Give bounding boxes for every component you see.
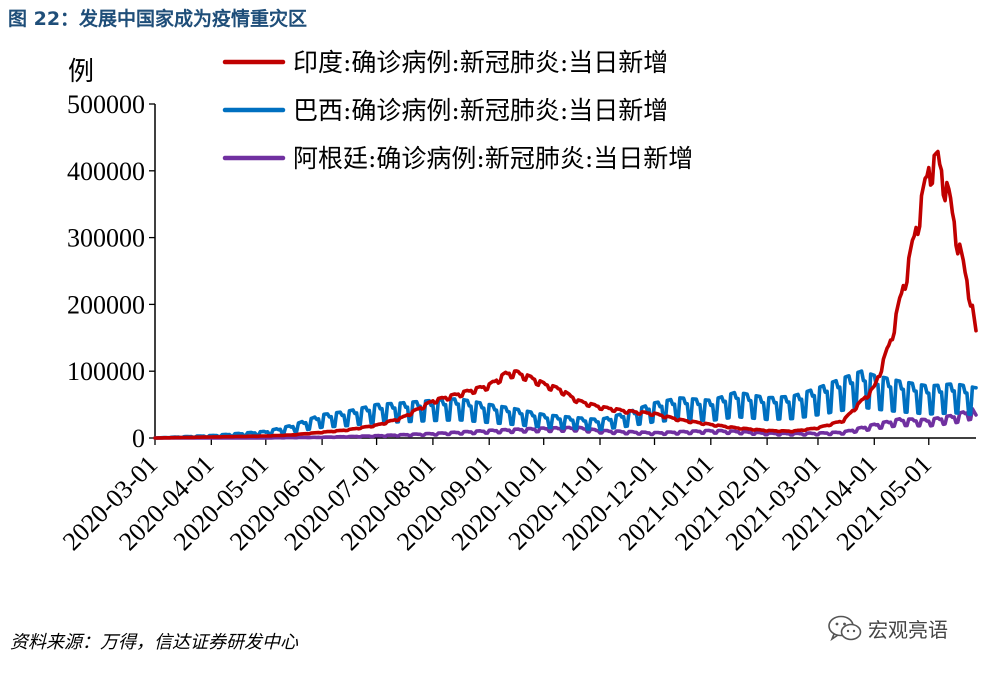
legend-label-0: 印度:确诊病例:新冠肺炎:当日新增 — [293, 48, 668, 77]
series-line-0 — [153, 149, 978, 440]
y-tick-label: 400000 — [67, 157, 145, 186]
wechat-watermark: 宏观亮语 — [828, 614, 948, 643]
y-axis-label: 例 — [68, 57, 94, 86]
legend: 印度:确诊病例:新冠肺炎:当日新增巴西:确诊病例:新冠肺炎:当日新增阿根廷:确诊… — [222, 48, 693, 173]
y-tick-label: 200000 — [67, 290, 145, 319]
y-tick-label: 0 — [132, 424, 145, 453]
y-tick-label: 300000 — [67, 224, 145, 253]
wechat-icon — [828, 615, 862, 641]
figure-title: 图 22：发展中国家成为疫情重灾区 — [8, 8, 308, 30]
line-chart: 例 印度:确诊病例:新冠肺炎:当日新增巴西:确诊病例:新冠肺炎:当日新增阿根廷:… — [57, 48, 978, 556]
y-tick-label: 500000 — [67, 90, 145, 119]
legend-label-2: 阿根廷:确诊病例:新冠肺炎:当日新增 — [293, 144, 693, 173]
wechat-account-name: 宏观亮语 — [868, 618, 948, 642]
series-line-1 — [153, 369, 978, 440]
legend-label-1: 巴西:确诊病例:新冠肺炎:当日新增 — [293, 96, 668, 125]
source-note: 资料来源：万得，信达证券研发中心 — [10, 632, 298, 653]
y-tick-label: 100000 — [67, 357, 145, 386]
